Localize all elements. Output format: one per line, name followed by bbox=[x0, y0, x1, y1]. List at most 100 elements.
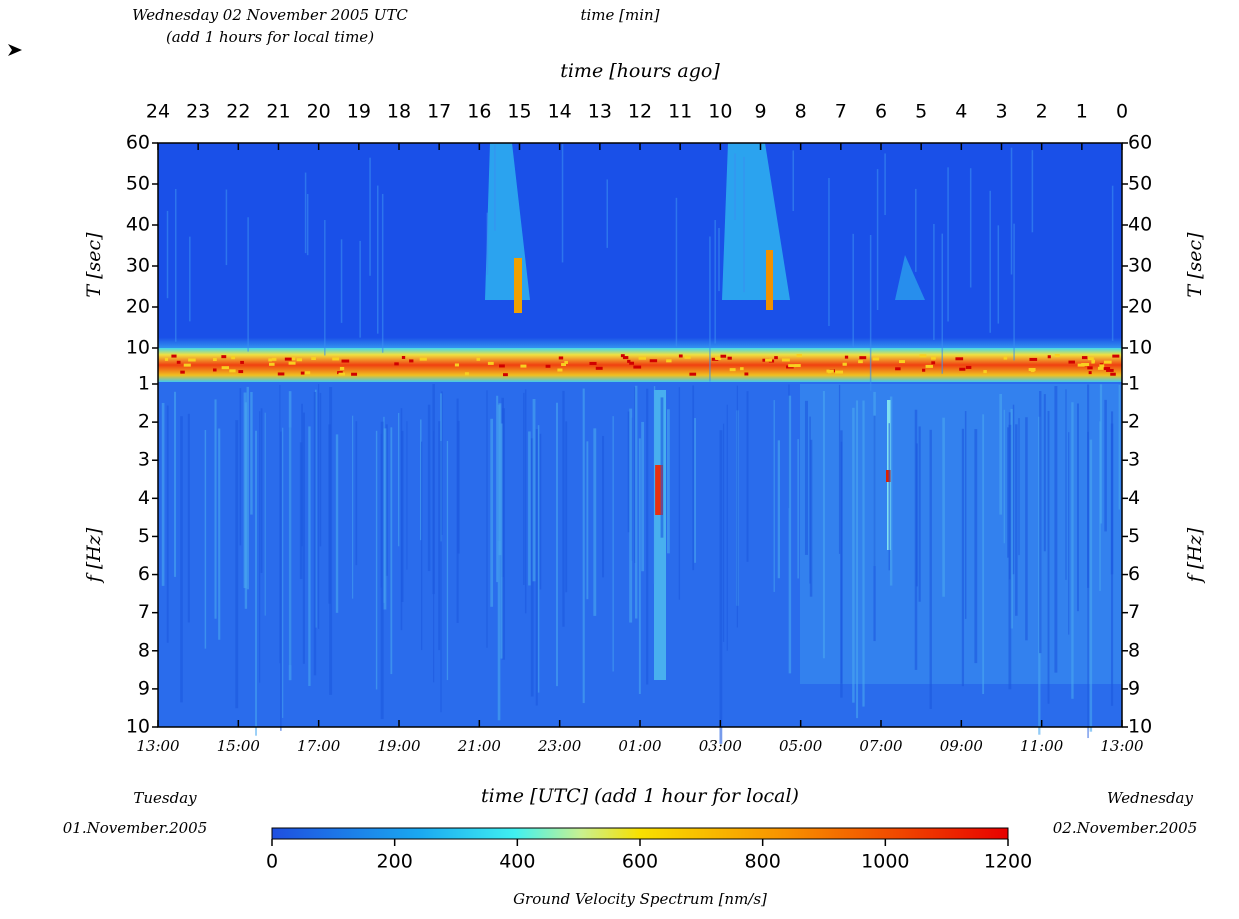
freq-tick-label: 10 bbox=[126, 716, 150, 738]
freq-tick-label: 3 bbox=[138, 449, 150, 471]
noise-streak bbox=[678, 387, 681, 600]
band-speck bbox=[931, 356, 936, 360]
noise-streak bbox=[180, 416, 183, 703]
hours-ago-tick-label: 7 bbox=[835, 101, 847, 123]
noise-streak bbox=[961, 428, 965, 687]
hours-ago-tick-label: 10 bbox=[708, 101, 732, 123]
freq-tick-label-right: 9 bbox=[1128, 677, 1140, 699]
noise-streak bbox=[288, 391, 292, 681]
noise-streak bbox=[174, 391, 177, 577]
band-speck bbox=[300, 371, 305, 375]
noise-streak bbox=[915, 443, 918, 587]
band-speck bbox=[291, 357, 296, 361]
noise-streak bbox=[694, 418, 696, 563]
band-speck bbox=[183, 363, 191, 367]
hours-ago-label: time [hours ago] bbox=[560, 60, 720, 82]
noise-streak bbox=[1012, 404, 1015, 575]
noise-streak bbox=[1010, 408, 1013, 629]
noise-streak bbox=[1087, 384, 1090, 588]
utc-tick-label: 19:00 bbox=[377, 737, 421, 755]
band-speck bbox=[796, 354, 802, 358]
hours-ago-tick-label: 15 bbox=[507, 101, 531, 123]
band-speck bbox=[1028, 368, 1036, 372]
band-speck bbox=[268, 362, 275, 366]
noise-streak bbox=[1047, 410, 1050, 704]
time-min-label: time [min] bbox=[580, 6, 659, 24]
noise-streak bbox=[260, 408, 263, 573]
noise-streak bbox=[524, 389, 527, 614]
band-speck bbox=[1099, 364, 1105, 368]
freq-tick-label-right: 6 bbox=[1128, 563, 1140, 585]
noise-streak bbox=[313, 392, 317, 676]
noise-streak bbox=[440, 441, 442, 713]
hours-ago-tick-label: 8 bbox=[795, 101, 807, 123]
noise-streak bbox=[792, 150, 794, 211]
freq-tick-label: 8 bbox=[138, 639, 150, 661]
band-speck bbox=[338, 372, 346, 376]
band-speck bbox=[919, 354, 927, 358]
band-speck bbox=[176, 360, 181, 364]
band-speck bbox=[1110, 372, 1116, 376]
period-tick-label-right: 60 bbox=[1128, 132, 1152, 154]
band-speck bbox=[311, 356, 316, 360]
noise-streak bbox=[929, 429, 932, 710]
noise-streak bbox=[809, 439, 813, 597]
noise-streak bbox=[809, 416, 811, 584]
noise-streak bbox=[722, 423, 725, 642]
hours-ago-tick-label: 20 bbox=[307, 101, 331, 123]
noise-streak bbox=[667, 409, 670, 554]
band-speck bbox=[487, 361, 494, 365]
noise-streak bbox=[1111, 185, 1114, 341]
noise-streak bbox=[401, 430, 404, 602]
noise-streak bbox=[714, 220, 716, 344]
utc-tick-label: 21:00 bbox=[457, 737, 502, 755]
noise-streak bbox=[282, 427, 284, 718]
noise-streak bbox=[1068, 432, 1070, 635]
period-tick-label-right: 40 bbox=[1128, 214, 1152, 236]
noise-streak bbox=[876, 169, 879, 311]
noise-streak bbox=[1007, 427, 1009, 558]
band-speck bbox=[774, 356, 778, 360]
noise-streak bbox=[1013, 223, 1015, 361]
band-speck bbox=[689, 372, 697, 376]
noise-streak bbox=[1018, 418, 1020, 556]
noise-streak bbox=[556, 402, 558, 687]
band-speck bbox=[1077, 363, 1085, 367]
noise-streak bbox=[840, 430, 843, 698]
noise-streak bbox=[942, 417, 945, 597]
band-speck bbox=[238, 370, 244, 374]
utc-tick-label: 23:00 bbox=[537, 737, 582, 755]
freq-tick-label-right: 10 bbox=[1128, 716, 1152, 738]
period-tick-label: 40 bbox=[126, 214, 150, 236]
event-core bbox=[766, 250, 773, 310]
band-speck bbox=[649, 359, 658, 363]
hours-ago-tick-label: 23 bbox=[186, 101, 210, 123]
local-note: (add 1 hours for local time) bbox=[166, 28, 374, 46]
band-speck bbox=[1047, 355, 1051, 359]
band-speck bbox=[729, 368, 736, 372]
noise-streak bbox=[302, 412, 305, 664]
noise-streak bbox=[692, 385, 695, 571]
hours-ago-tick-label: 21 bbox=[266, 101, 290, 123]
noise-streak bbox=[369, 157, 371, 276]
band-speck bbox=[720, 354, 727, 358]
noise-streak bbox=[375, 430, 378, 690]
band-speck bbox=[931, 361, 936, 365]
noise-streak bbox=[528, 431, 531, 586]
noise-streak bbox=[427, 404, 431, 572]
band-speck bbox=[284, 357, 292, 361]
noise-streak bbox=[586, 441, 589, 600]
noise-streak bbox=[446, 440, 449, 681]
freq-tick-label: 2 bbox=[138, 411, 150, 433]
noise-streak bbox=[235, 420, 239, 709]
hours-ago-tick-label: 22 bbox=[226, 101, 250, 123]
noise-streak bbox=[561, 144, 564, 263]
freq-tick-label-right: 5 bbox=[1128, 525, 1140, 547]
freq-tick-label-right: 2 bbox=[1128, 411, 1140, 433]
band-speck bbox=[1081, 362, 1090, 366]
noise-streak bbox=[398, 412, 400, 547]
hours-ago-tick-label: 2 bbox=[1036, 101, 1048, 123]
noise-streak bbox=[486, 212, 489, 275]
band-speck bbox=[740, 367, 744, 371]
noise-streak bbox=[457, 420, 460, 554]
